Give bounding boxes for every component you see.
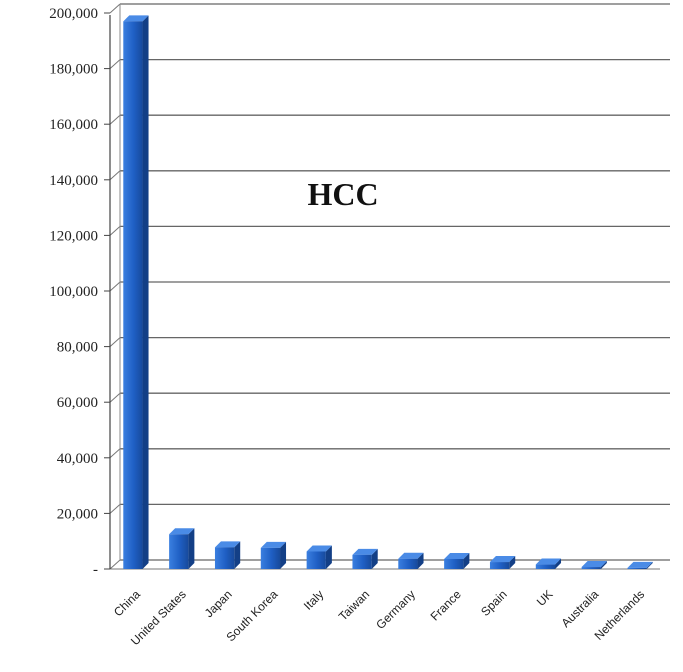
gridline-connector [109,3,121,14]
gridline-connector [109,170,121,181]
bar [627,561,653,569]
gridline-connector [109,226,121,236]
gridline-connector [109,114,121,125]
gridline-connector [109,59,121,69]
x-tick-label: Italy [301,587,326,612]
chart-title: HCC [307,176,378,212]
bar-front [260,547,281,569]
bar-front [627,567,647,569]
gridline-connector [109,337,121,347]
gridline-connector [109,559,121,570]
bar-side [555,558,562,569]
bar-front [169,534,189,569]
x-tick-label: Netherlands [592,587,648,643]
bar-top [306,545,332,552]
gridline-connector [109,392,121,403]
bar [214,541,241,569]
x-tick-label: Spain [478,587,510,619]
bar [306,545,332,569]
bar-front [123,21,143,569]
y-tick-label: 200,000 [49,6,98,22]
bar-top [260,541,287,548]
bar [123,15,149,569]
bar [581,561,607,569]
x-tick-label: Japan [202,587,235,620]
bar-side [417,552,424,569]
bar-side [600,561,607,569]
bar-side [463,552,470,569]
x-tick-label: Taiwan [336,587,372,623]
x-tick-label: UK [534,587,556,609]
x-tick-label: China [111,587,143,619]
bar-side [280,541,287,569]
gridline-connector [109,504,121,514]
bar-front [581,567,601,569]
bar [535,558,562,569]
gridline-connector [109,281,121,292]
y-axis: - 20,000 40,000 60,000 80,000 100,000 120,000 1… [49,4,121,578]
x-tick-label: Germany [373,587,418,632]
bar-front [535,564,556,569]
bar [260,541,287,569]
y-tick-label: 180,000 [49,62,98,78]
bar-top [352,548,378,555]
y-tick-label: 20,000 [57,506,98,522]
bar-top [214,541,241,548]
bar-top [535,558,562,565]
x-tick-label: Australia [558,587,601,630]
bar-side [234,541,241,569]
bar-top [398,552,424,559]
y-tick-label: 80,000 [57,340,98,356]
y-tick-label: 60,000 [57,395,98,411]
bar-side [509,556,516,569]
y-tick-label: 140,000 [49,173,98,189]
bar-front [214,547,235,569]
bar-side [646,561,653,569]
bar-top [169,528,195,535]
bar-top [489,556,516,563]
bar-front [489,562,510,569]
bar-side [371,548,378,569]
bar [169,528,195,569]
bar-front [306,551,326,569]
y-tick-label: 160,000 [49,117,98,133]
bar [489,556,516,569]
bar-side [325,545,332,569]
bar-side [142,15,149,569]
bar-front [398,558,418,569]
gridlines [109,3,670,570]
y-tick-label: 100,000 [49,284,98,300]
bar-front [444,558,464,569]
gridline-connector [109,448,121,459]
x-tick-label: France [428,587,465,624]
y-tick-label: 120,000 [49,228,98,244]
bar [398,552,424,569]
bars [123,15,653,569]
bar-top [627,561,653,568]
bar [444,552,470,569]
bar-front [352,554,372,569]
bar-top [123,15,149,22]
bar [352,548,378,569]
y-tick-label: - [93,562,98,578]
y-tick-label: 40,000 [57,451,98,467]
bar-top [581,561,607,568]
bar-top [444,552,470,559]
bar-side [188,528,195,569]
